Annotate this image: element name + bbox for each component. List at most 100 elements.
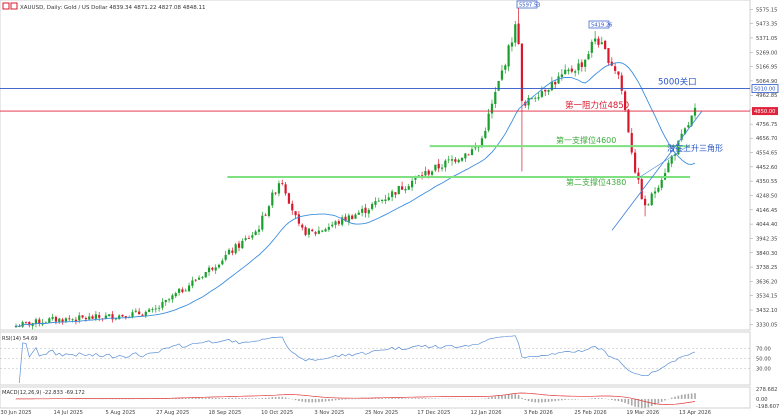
macd-hist-bar <box>684 394 686 399</box>
candle <box>281 179 284 186</box>
triangle-lower-line <box>611 110 703 231</box>
macd-hist-bar <box>241 397 244 399</box>
price-tick-label: 4452.60 <box>756 165 777 171</box>
candle <box>400 181 404 190</box>
macd-hist-bar <box>601 398 603 399</box>
candle <box>527 95 530 110</box>
time-tick-label: 27 Aug 2025 <box>156 410 189 416</box>
macd-tick-label: 0.00 <box>756 397 768 403</box>
candle <box>657 185 660 193</box>
macd-hist-bar <box>680 394 683 399</box>
macd-hist-bar <box>564 398 566 400</box>
triangle-inner-line <box>639 144 691 178</box>
high-marker-1-text: 5597.53 <box>519 3 540 9</box>
candle <box>580 59 583 72</box>
symbol-icon[interactable] <box>2 2 10 10</box>
candle <box>104 312 107 320</box>
price-tick-label: 3636.20 <box>756 279 777 285</box>
macd-hist-bar <box>664 398 666 401</box>
level-4850-tag: 4850.00 <box>752 107 778 116</box>
macd-hist-bar <box>371 398 373 399</box>
candle <box>217 263 221 269</box>
price-tick-label: 4044.40 <box>756 222 777 228</box>
candle <box>237 240 241 252</box>
macd-hist-bar <box>521 397 523 399</box>
candle <box>241 238 244 249</box>
candle <box>630 128 633 155</box>
levels-layer <box>0 88 750 179</box>
candle <box>554 79 557 89</box>
high-marker-2-text: 5419.26 <box>591 23 612 29</box>
main-panel <box>0 0 751 331</box>
macd-hist-bar <box>264 397 267 399</box>
candle <box>58 317 61 324</box>
macd-hist-bar <box>294 398 297 401</box>
macd-hist-bar <box>637 398 640 408</box>
macd-panel <box>0 386 751 409</box>
candle <box>567 67 570 75</box>
macd-hist-bar <box>427 398 430 399</box>
candle <box>118 314 121 320</box>
candle <box>284 181 287 196</box>
candle <box>174 291 177 299</box>
candle <box>484 127 487 139</box>
price-tick-label: 3942.35 <box>756 236 777 242</box>
macd-hist-bar <box>491 396 493 399</box>
candle <box>627 108 630 133</box>
macd-hist-bar <box>198 397 200 399</box>
macd-hist-bar <box>630 398 633 406</box>
candle <box>264 213 267 217</box>
candle <box>84 316 87 322</box>
macd-hist-bar <box>258 398 260 399</box>
candle <box>271 189 274 209</box>
candle <box>391 189 394 202</box>
macd-hist-bar <box>194 397 197 399</box>
candle <box>191 276 194 289</box>
candle <box>177 288 181 296</box>
candle <box>604 39 607 50</box>
support1-label: 第一支撑位4600 <box>556 135 616 145</box>
candle <box>327 223 330 232</box>
time-axis: 30 Jun 2025 14 Jul 2025 5 Aug 2025 27 Aug 2… <box>0 410 711 416</box>
time-tick-label: 25 Feb 2026 <box>574 410 606 416</box>
candle <box>184 288 187 292</box>
candle <box>434 164 437 172</box>
candle <box>534 96 537 102</box>
candle <box>171 293 174 303</box>
macd-hist-bar <box>527 398 530 402</box>
macd-hist-bar <box>670 397 673 399</box>
price-tick-label: 5371.05 <box>756 36 777 42</box>
price-tick-label: 3840.30 <box>756 251 777 257</box>
price-tick-label: 5269.00 <box>756 50 777 56</box>
candle <box>464 152 467 162</box>
macd-hist-bar <box>534 398 537 403</box>
candle <box>234 242 237 255</box>
candle <box>587 50 590 60</box>
macd-hist-bar <box>391 398 393 399</box>
rsi-tick-label: 70.00 <box>756 347 771 353</box>
macd-hist-bar <box>650 398 653 407</box>
candle <box>557 72 560 85</box>
candle <box>614 62 617 75</box>
candle <box>334 220 337 229</box>
candle <box>24 321 28 325</box>
macd-hist-bar <box>318 398 320 403</box>
candle <box>354 213 357 219</box>
candle <box>653 187 657 199</box>
macd-hist-bar <box>191 397 194 399</box>
candle <box>168 297 171 303</box>
candle <box>537 92 540 101</box>
candle <box>121 314 124 318</box>
candle <box>650 191 653 207</box>
candle <box>517 6 520 45</box>
time-tick-label: 13 Apr 2026 <box>679 410 711 416</box>
candle <box>251 231 254 240</box>
candle <box>584 58 587 72</box>
macd-hist-bar <box>224 397 227 399</box>
macd-hist-bar <box>541 398 543 403</box>
symbol-icon-2[interactable] <box>10 2 18 10</box>
candle <box>394 192 397 199</box>
candle <box>314 231 317 237</box>
candle <box>633 148 637 174</box>
macd-hist-bar <box>657 398 660 404</box>
